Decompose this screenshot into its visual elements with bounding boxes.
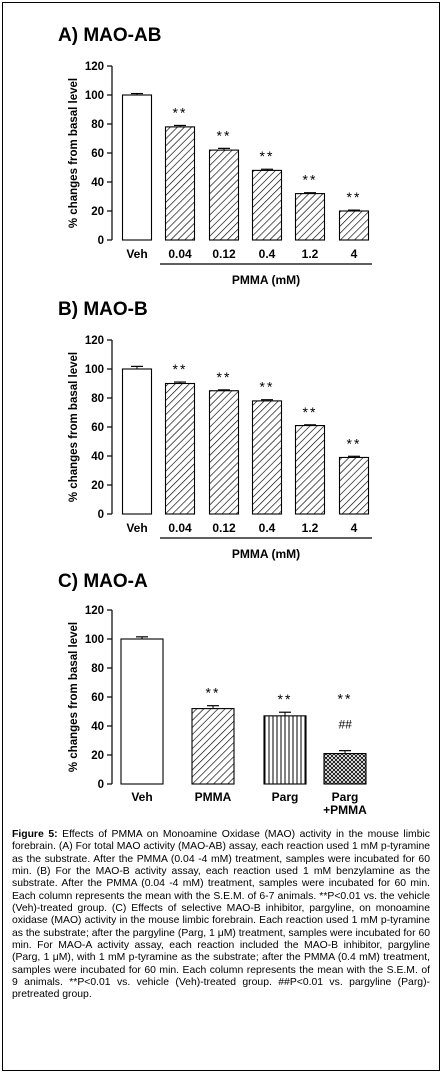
significance-mark: ** xyxy=(278,691,293,707)
bar xyxy=(121,368,153,515)
x-tick-label: Parg xyxy=(272,790,299,804)
bar xyxy=(164,382,196,515)
y-tick-label: 100 xyxy=(85,364,104,376)
significance-mark: ** xyxy=(173,104,188,120)
bar xyxy=(191,708,235,785)
bar xyxy=(323,752,367,785)
bar xyxy=(208,149,240,241)
y-tick-label: 20 xyxy=(91,480,104,492)
bar xyxy=(263,715,307,785)
significance-mark: ** xyxy=(217,127,232,143)
bar xyxy=(294,424,326,515)
figure-caption: Figure 5: Effects of PMMA on Monoamine O… xyxy=(12,829,430,1002)
x-tick-label: 0.04 xyxy=(168,247,192,261)
bar xyxy=(251,169,283,241)
y-tick-label: 120 xyxy=(85,605,104,617)
y-tick-label: 40 xyxy=(91,177,104,189)
significance-mark: ## xyxy=(338,718,352,732)
x-tick-label: 0.12 xyxy=(212,247,236,261)
x-tick-label: Veh xyxy=(126,521,147,535)
significance-mark: ** xyxy=(217,369,232,385)
y-tick-label: 0 xyxy=(98,779,104,791)
significance-mark: ** xyxy=(206,685,221,701)
chart-panel-2: B) MAO-B % changes from basal level 0 20 40 6… xyxy=(58,299,372,561)
x-tick-label: PMMA xyxy=(195,790,232,804)
y-tick-label: 80 xyxy=(91,663,104,675)
x-tick-label: 0.4 xyxy=(259,521,276,535)
bar xyxy=(208,390,240,515)
bar xyxy=(338,456,370,515)
x-tick-label: 0.4 xyxy=(259,247,276,261)
significance-mark: ** xyxy=(347,189,362,205)
bar xyxy=(120,638,164,785)
bar xyxy=(121,94,153,241)
x-tick-label: 4 xyxy=(351,247,358,261)
y-tick-label: 120 xyxy=(85,335,104,347)
x-tick-label: 0.12 xyxy=(212,521,236,535)
y-tick-label: 40 xyxy=(91,721,104,733)
y-axis-label: % changes from basal level xyxy=(68,78,80,228)
y-tick-label: 60 xyxy=(91,422,104,434)
y-tick-label: 20 xyxy=(91,750,104,762)
y-tick-label: 0 xyxy=(98,235,104,247)
y-tick-label: 80 xyxy=(91,119,104,131)
x-axis-label: PMMA (mM) xyxy=(232,273,300,287)
significance-mark: ** xyxy=(260,148,275,164)
chart-title: A) MAO-AB xyxy=(58,25,161,46)
bar xyxy=(251,400,283,515)
x-tick-label: Parg xyxy=(332,790,359,804)
y-tick-label: 120 xyxy=(85,61,104,73)
x-tick-label: 1.2 xyxy=(302,247,319,261)
bar xyxy=(164,126,196,241)
y-tick-label: 100 xyxy=(85,90,104,102)
x-axis-label: PMMA (mM) xyxy=(232,547,300,561)
x-tick-label: +PMMA xyxy=(323,803,367,817)
x-tick-label: Veh xyxy=(131,790,152,804)
x-tick-label: 0.04 xyxy=(168,521,192,535)
x-tick-label: Veh xyxy=(126,247,147,261)
chart-panel-1: A) MAO-AB% changes from basal level02040… xyxy=(58,25,372,287)
significance-mark: ** xyxy=(338,691,353,707)
y-tick-label: 0 xyxy=(98,509,104,521)
caption-label: Figure 5: xyxy=(12,829,58,840)
y-tick-label: 60 xyxy=(91,692,104,704)
y-axis-label: % changes from basal level xyxy=(68,352,80,502)
chart-panel-3: C) MAO-A % changes from basal level 0 20 40 6… xyxy=(58,571,367,817)
caption-text: Effects of PMMA on Monoamine Oxidase (MA… xyxy=(12,829,430,1001)
bar xyxy=(294,193,326,241)
chart-title: C) MAO-A xyxy=(58,571,148,592)
significance-mark: ** xyxy=(303,172,318,188)
y-tick-label: 20 xyxy=(91,206,104,218)
y-tick-label: 40 xyxy=(91,451,104,463)
x-tick-label: 1.2 xyxy=(302,521,319,535)
x-tick-label: 4 xyxy=(351,521,358,535)
bar xyxy=(338,210,370,241)
y-tick-label: 100 xyxy=(85,634,104,646)
significance-mark: ** xyxy=(260,379,275,395)
chart-title: B) MAO-B xyxy=(58,299,148,320)
significance-mark: ** xyxy=(347,435,362,451)
y-axis-label: % changes from basal level xyxy=(68,622,80,772)
y-tick-label: 60 xyxy=(91,148,104,160)
significance-mark: ** xyxy=(173,361,188,377)
y-tick-label: 80 xyxy=(91,393,104,405)
significance-mark: ** xyxy=(303,404,318,420)
